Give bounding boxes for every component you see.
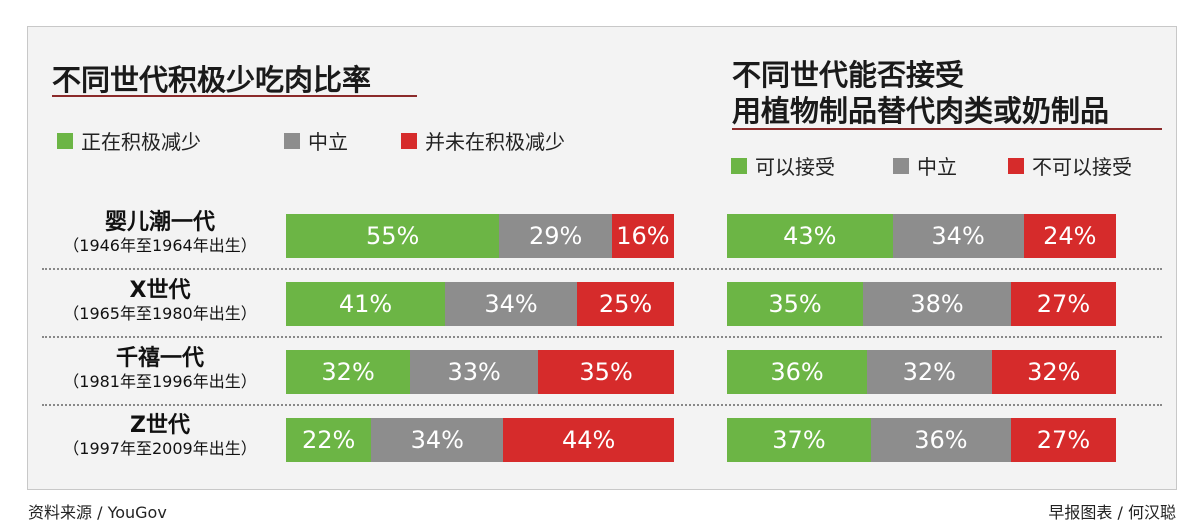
left-legend-item-red: 并未在积极减少 [401, 126, 565, 155]
left-bar-segment-gray: 29% [499, 214, 612, 258]
right-bar-row-3: 36% 32% 32% [727, 350, 1116, 394]
left-bar-segment-gray: 33% [410, 350, 539, 394]
left-legend-item-gray: 中立 [284, 126, 348, 155]
right-legend-item-green: 可以接受 [731, 151, 835, 180]
birth-years: （1946年至1964年出生） [63, 236, 257, 255]
right-bar-segment-gray: 38% [863, 282, 1011, 326]
legend-label: 中立 [308, 130, 348, 154]
right-bar-segment-gray: 36% [870, 418, 1011, 462]
right-legend-item-gray: 中立 [893, 151, 957, 180]
right-bar-segment-red: 24% [1023, 214, 1116, 258]
generation-name: Z世代 [130, 413, 190, 438]
right-chart-title-line1: 不同世代能否接受 [732, 58, 965, 92]
legend-swatch-green [57, 132, 73, 149]
legend-label: 可以接受 [755, 155, 835, 179]
left-bar-row-3: 32% 33% 35% [286, 350, 674, 394]
legend-swatch-gray [893, 157, 909, 174]
row-label-boomers: 婴儿潮一代 （1946年至1964年出生） [35, 210, 285, 256]
source-note: 资料来源 / YouGov [28, 503, 167, 522]
legend-swatch-red [1008, 157, 1024, 174]
legend-label: 不可以接受 [1032, 155, 1132, 179]
left-bar-segment-green: 22% [286, 418, 372, 462]
legend-swatch-gray [284, 132, 300, 149]
right-bar-segment-red: 27% [1010, 282, 1116, 326]
right-bar-segment-red: 32% [991, 350, 1116, 394]
row-divider [42, 268, 1162, 270]
left-bar-row-2: 41% 34% 25% [286, 282, 674, 326]
credit-note: 早报图表 / 何汉聪 [1048, 503, 1176, 522]
right-chart-title-line2: 用植物制品替代肉类或奶制品 [732, 94, 1110, 128]
legend-label: 正在积极减少 [81, 130, 201, 154]
left-title-underline [52, 95, 417, 97]
left-chart-title: 不同世代积极少吃肉比率 [52, 63, 372, 97]
legend-label: 中立 [917, 155, 957, 179]
legend-label: 并未在积极减少 [425, 130, 565, 154]
left-bar-row-1: 55% 29% 16% [286, 214, 674, 258]
left-bar-segment-green: 55% [286, 214, 500, 258]
left-legend-item-green: 正在积极减少 [57, 126, 201, 155]
right-bar-segment-green: 37% [727, 418, 871, 462]
right-legend-item-red: 不可以接受 [1008, 151, 1132, 180]
right-bar-segment-gray: 32% [867, 350, 992, 394]
right-bar-segment-gray: 34% [892, 214, 1024, 258]
right-bar-segment-green: 43% [727, 214, 893, 258]
left-bar-segment-green: 32% [286, 350, 411, 394]
left-bar-segment-red: 25% [576, 282, 674, 326]
legend-swatch-red [401, 132, 417, 149]
row-label-millennials: 千禧一代 （1981年至1996年出生） [35, 346, 285, 392]
row-label-gen-x: X世代 （1965年至1980年出生） [35, 278, 285, 324]
left-bar-segment-red: 16% [611, 214, 674, 258]
right-bar-row-1: 43% 34% 24% [727, 214, 1116, 258]
left-bar-segment-green: 41% [286, 282, 446, 326]
right-bar-row-4: 37% 36% 27% [727, 418, 1116, 462]
left-bar-segment-red: 35% [538, 350, 674, 394]
generation-name: X世代 [129, 278, 191, 303]
right-bar-segment-green: 35% [727, 282, 864, 326]
left-bar-segment-gray: 34% [371, 418, 504, 462]
birth-years: （1997年至2009年出生） [63, 439, 257, 458]
left-bar-segment-red: 44% [503, 418, 674, 462]
row-label-gen-z: Z世代 （1997年至2009年出生） [35, 413, 285, 459]
legend-swatch-green [731, 157, 747, 174]
right-bar-row-2: 35% 38% 27% [727, 282, 1116, 326]
left-bar-row-4: 22% 34% 44% [286, 418, 674, 462]
birth-years: （1965年至1980年出生） [63, 304, 257, 323]
generation-name: 千禧一代 [115, 346, 204, 371]
chart-panel [27, 26, 1177, 490]
right-bar-segment-red: 27% [1010, 418, 1116, 462]
generation-name: 婴儿潮一代 [104, 210, 215, 235]
left-bar-segment-gray: 34% [445, 282, 577, 326]
right-title-underline [732, 128, 1162, 130]
right-bar-segment-green: 36% [727, 350, 868, 394]
row-divider [42, 404, 1162, 406]
birth-years: （1981年至1996年出生） [63, 372, 257, 391]
row-divider [42, 336, 1162, 338]
